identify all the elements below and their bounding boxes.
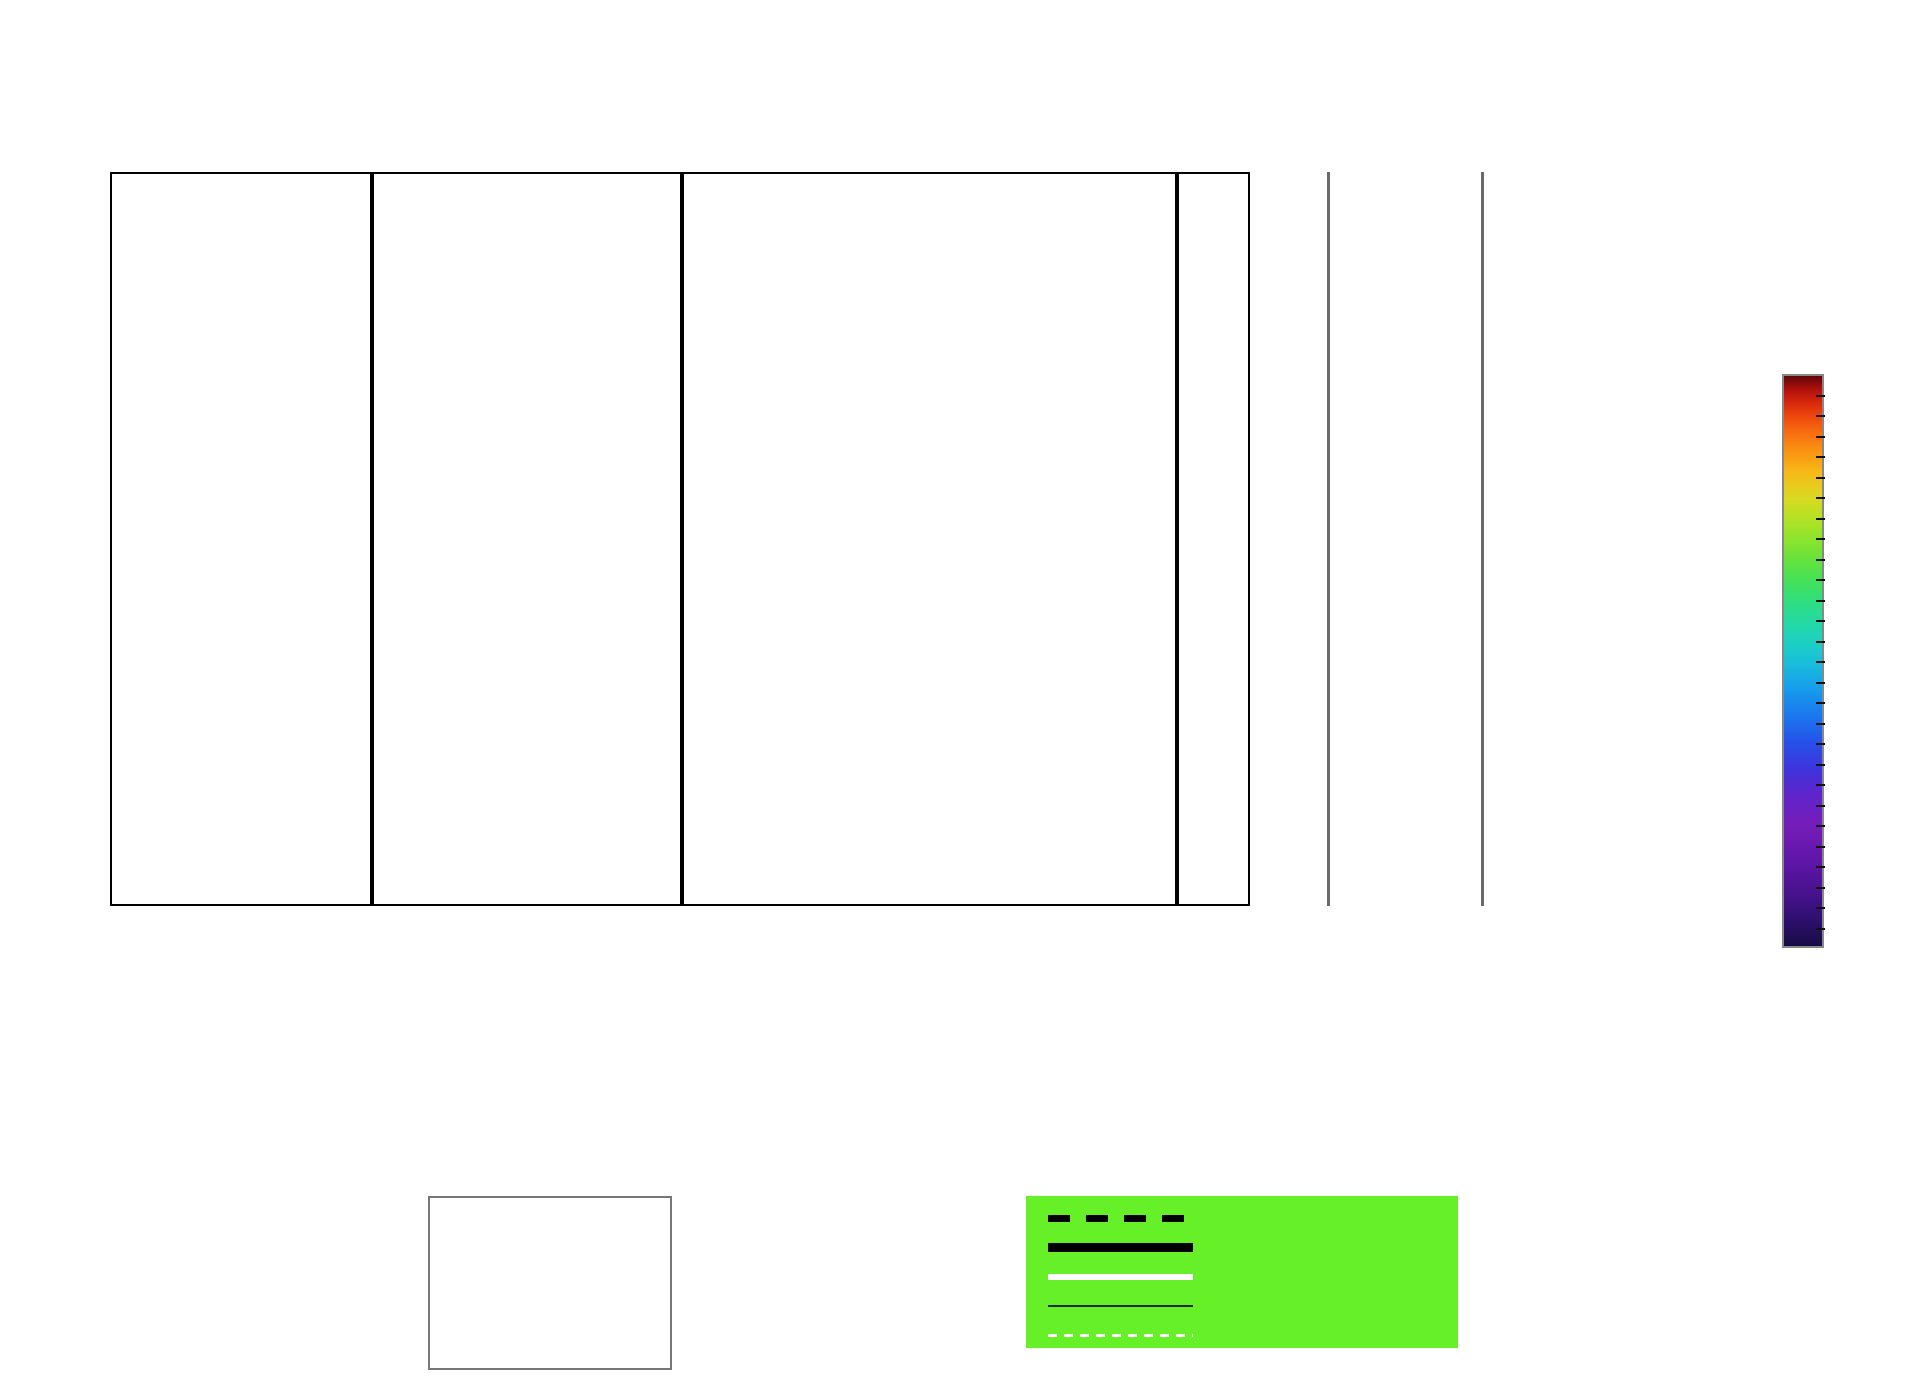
- colorbar-tick: [1816, 845, 1825, 848]
- colorbar-tick: [1816, 599, 1825, 602]
- z-km-axis: [1327, 172, 1330, 906]
- legend-item-tropopause: [1026, 1233, 1458, 1261]
- legend-item-ozone: [1026, 1262, 1458, 1290]
- colorbar-tick: [1816, 825, 1825, 827]
- inset-map-canvas: [430, 1198, 670, 1368]
- colorbar-tick: [1816, 476, 1825, 479]
- colorbar-tick: [1816, 456, 1825, 458]
- colorbar-tick: [1816, 538, 1825, 540]
- colorbar-tick: [1816, 784, 1825, 786]
- colorbar-tick: [1816, 640, 1825, 643]
- colorbar-tick: [1816, 435, 1825, 438]
- colorbar-tick: [1816, 620, 1825, 622]
- legend-item-wind: [1026, 1291, 1458, 1319]
- transect-marker-line-east: [1175, 174, 1179, 904]
- colorbar-ticks: [1782, 374, 1825, 948]
- colorbar-tick: [1816, 497, 1825, 499]
- colorbar-tick: [1816, 886, 1825, 889]
- colorbar-tick: [1816, 394, 1825, 397]
- colorbar-tick: [1816, 804, 1825, 807]
- legend-symbol-thin-black: [1048, 1292, 1198, 1318]
- legend-symbol-dotted-white: [1048, 1321, 1198, 1347]
- transect-marker-line-west: [370, 174, 374, 904]
- colorbar-tick: [1816, 866, 1825, 868]
- colorbar-tick: [1816, 743, 1825, 745]
- legend-item-theta: [1026, 1320, 1458, 1348]
- colorbar-tick: [1816, 579, 1825, 581]
- transect-marker-line-center: [680, 174, 684, 904]
- colorbar-tick: [1816, 517, 1825, 520]
- legend-item-epv: [1026, 1204, 1458, 1232]
- colorbar-tick: [1816, 763, 1825, 766]
- legend-symbol-dashed: [1048, 1205, 1198, 1231]
- cross-section-plot[interactable]: [110, 172, 1250, 906]
- colorbar-tick: [1816, 702, 1825, 704]
- legend-symbol-white: [1048, 1263, 1198, 1289]
- colorbar-tick: [1816, 907, 1825, 909]
- colorbar-tick: [1816, 927, 1825, 930]
- z-kft-axis: [1481, 172, 1484, 906]
- legend-symbol-thick-black: [1048, 1234, 1198, 1260]
- legend-box[interactable]: [1026, 1196, 1458, 1348]
- colorbar-tick: [1816, 558, 1825, 561]
- colorbar-tick: [1816, 661, 1825, 663]
- inset-locator-map[interactable]: [428, 1196, 672, 1370]
- colorbar-tick: [1816, 681, 1825, 684]
- colorbar-tick: [1816, 722, 1825, 725]
- colorbar-tick: [1816, 415, 1825, 417]
